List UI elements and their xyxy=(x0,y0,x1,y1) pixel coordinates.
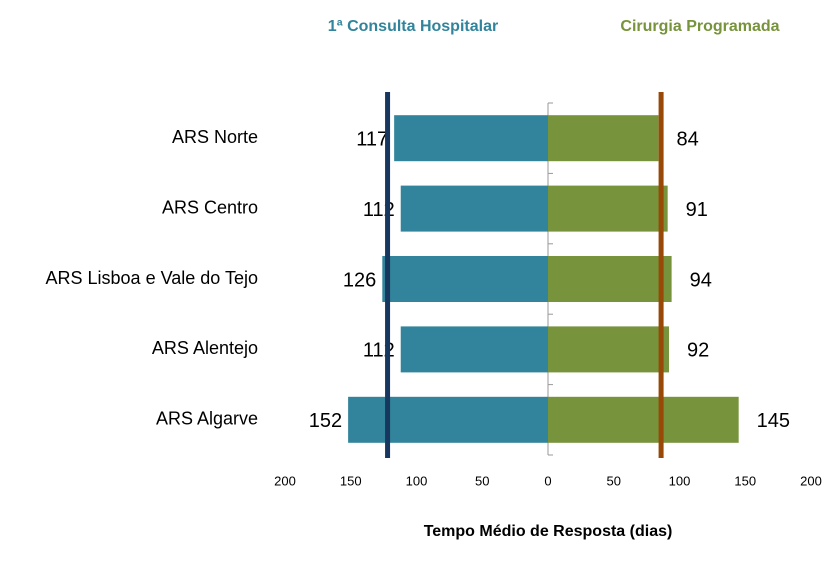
value-label: 94 xyxy=(690,269,712,291)
value-label: 84 xyxy=(676,128,698,150)
bar xyxy=(382,256,548,302)
x-tick-label: 150 xyxy=(340,473,362,488)
value-label: 152 xyxy=(309,410,342,432)
value-label: 92 xyxy=(687,340,709,362)
value-label: 91 xyxy=(686,199,708,221)
bar xyxy=(548,115,659,162)
x-tick-label: 50 xyxy=(607,473,621,488)
x-tick-label: 50 xyxy=(475,473,489,488)
category-label: ARS Lisboa e Vale do Tejo xyxy=(46,268,258,288)
category-label: ARS Centro xyxy=(162,197,258,217)
x-tick-label: 200 xyxy=(800,473,822,488)
x-tick-label: 0 xyxy=(544,473,551,488)
bar xyxy=(548,396,739,443)
bar xyxy=(548,326,669,373)
bar xyxy=(400,185,548,232)
bar xyxy=(348,396,548,443)
category-label: ARS Algarve xyxy=(156,409,258,429)
x-tick-label: 100 xyxy=(669,473,691,488)
value-label: 145 xyxy=(757,410,790,432)
bar xyxy=(394,115,548,162)
legend-label: Cirurgia Programada xyxy=(620,18,779,35)
x-axis-title: Tempo Médio de Resposta (dias) xyxy=(424,523,673,540)
value-label: 117 xyxy=(356,128,388,150)
bar xyxy=(400,326,548,373)
legend-label: 1ª Consulta Hospitalar xyxy=(328,18,498,35)
x-tick-label: 150 xyxy=(734,473,756,488)
category-label: ARS Alentejo xyxy=(152,338,258,358)
value-label: 126 xyxy=(343,269,376,291)
bar xyxy=(548,185,668,232)
category-label: ARS Norte xyxy=(172,127,258,147)
bar xyxy=(548,256,672,302)
x-tick-label: 100 xyxy=(406,473,428,488)
x-tick-label: 200 xyxy=(274,473,296,488)
